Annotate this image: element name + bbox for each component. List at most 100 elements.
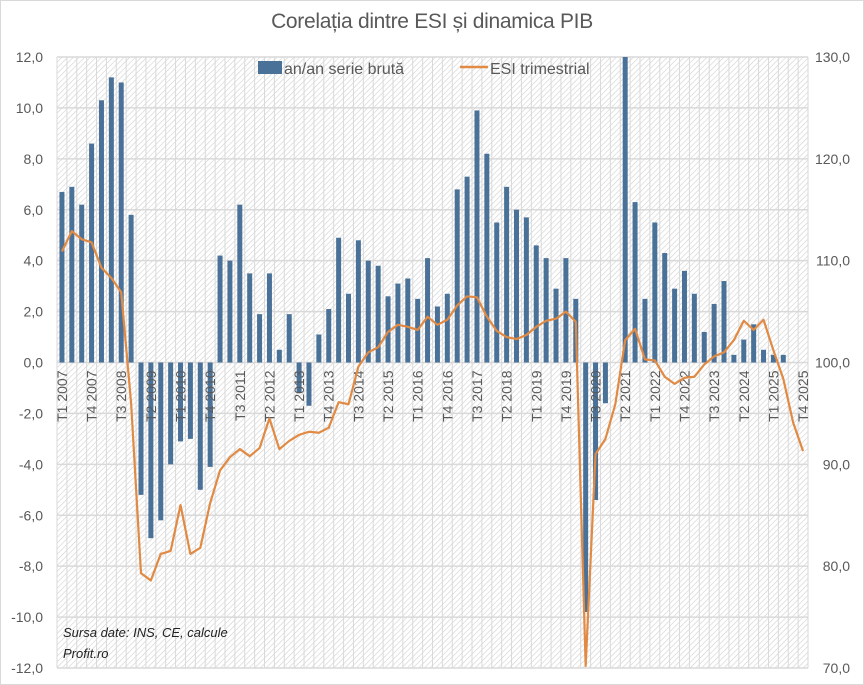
bar xyxy=(385,296,391,363)
x-tick-label: T3 2011 xyxy=(232,370,248,421)
gridlines xyxy=(56,56,809,669)
x-tick-label: T4 2025 xyxy=(795,370,811,422)
chart-title: Corelația dintre ESI și dinamica PIB xyxy=(271,10,593,33)
bar xyxy=(474,110,480,363)
source-note: Sursa date: INS, CE, calcule Profit.ro xyxy=(63,625,228,661)
x-tick-label: T3 2020 xyxy=(588,370,604,422)
x-tick-label: T1 2025 xyxy=(765,370,781,422)
bar xyxy=(217,255,223,363)
bar xyxy=(168,362,174,465)
bar xyxy=(701,331,707,363)
bar xyxy=(158,362,164,521)
y-left-tick-label: -8,0 xyxy=(19,558,43,574)
bar xyxy=(89,143,95,363)
bar xyxy=(346,293,352,363)
x-axis-labels: T1 2007 T4 2007 T3 2008 T2 2009 T1 2010 T4 20… xyxy=(54,370,811,422)
bar xyxy=(395,283,401,363)
x-tick-label: T2 2012 xyxy=(261,370,277,422)
source-line-2: Profit.ro xyxy=(63,646,109,661)
x-tick-label: T3 2023 xyxy=(706,370,722,422)
bar xyxy=(257,314,263,363)
bar xyxy=(721,281,727,363)
x-tick-label: T2 2009 xyxy=(143,370,159,422)
x-tick-label: T1 2007 xyxy=(54,370,70,422)
bar xyxy=(178,362,184,442)
bar xyxy=(434,306,440,363)
y-left-tick-label: -10,0 xyxy=(11,609,43,625)
y-right-tick-label: 70,0 xyxy=(823,660,850,676)
y-left-tick-label: -6,0 xyxy=(19,507,43,523)
y-left-tick-label: -12,0 xyxy=(11,660,43,676)
bar xyxy=(197,362,203,490)
bar-series xyxy=(59,57,786,612)
y-right-tick-label: 110,0 xyxy=(816,253,850,269)
bar xyxy=(602,362,608,404)
x-tick-label: T2 2018 xyxy=(499,370,515,422)
x-tick-label: T4 2013 xyxy=(321,370,337,422)
bar xyxy=(583,362,589,612)
bar xyxy=(523,217,529,363)
bar xyxy=(266,273,272,363)
y-left-tick-label: -4,0 xyxy=(19,456,43,472)
x-tick-label: T1 2022 xyxy=(647,370,663,422)
bar xyxy=(405,278,411,363)
bar xyxy=(642,298,648,363)
bar xyxy=(79,204,85,363)
bar xyxy=(326,309,332,363)
bar xyxy=(751,324,757,363)
bar xyxy=(504,186,510,363)
bar xyxy=(484,153,490,363)
bar xyxy=(69,186,75,363)
bar xyxy=(681,270,687,363)
bar xyxy=(118,82,124,363)
y-right-tick-label: 130,0 xyxy=(815,49,850,65)
x-tick-label: T1 2019 xyxy=(528,370,544,422)
y-right-tick-label: 120,0 xyxy=(815,151,850,167)
y-left-tick-label: 6,0 xyxy=(24,202,44,218)
bar xyxy=(662,253,668,363)
y-axis-right: 130,0 120,0 110,0 100,0 90,0 80,0 70,0 xyxy=(815,49,850,676)
bar xyxy=(731,354,737,363)
legend-line-label: ESI trimestrial xyxy=(490,61,590,78)
x-tick-label: T3 2008 xyxy=(113,370,129,422)
bar xyxy=(464,176,470,363)
bar xyxy=(247,273,253,363)
bar xyxy=(148,362,154,539)
y-right-tick-label: 90,0 xyxy=(823,456,850,472)
y-left-tick-label: -2,0 xyxy=(19,405,43,421)
x-tick-label: T3 2017 xyxy=(469,370,485,422)
source-line-1: Sursa date: INS, CE, calcule xyxy=(63,625,228,640)
y-left-tick-label: 4,0 xyxy=(24,253,44,269)
x-tick-label: T4 2016 xyxy=(439,370,455,422)
bar xyxy=(691,293,697,363)
bar xyxy=(761,349,767,363)
esi-line xyxy=(60,230,805,668)
y-right-tick-label: 80,0 xyxy=(823,558,850,574)
bar xyxy=(780,354,786,363)
bar xyxy=(375,265,381,363)
y-axis-left: 12,0 10,0 8,0 6,0 4,0 2,0 0,0 -2,0 -4,0 -6,0 -8,0 -… xyxy=(11,49,43,676)
x-tick-label: T4 2022 xyxy=(676,370,692,422)
legend: an/an serie brută ESI trimestrial xyxy=(258,61,590,78)
x-tick-label: T3 2014 xyxy=(350,370,366,422)
bar xyxy=(494,222,500,363)
bar xyxy=(711,303,717,363)
legend-bar-swatch xyxy=(258,61,282,74)
bar xyxy=(355,240,361,363)
y-left-tick-label: 8,0 xyxy=(24,151,44,167)
y-left-tick-label: 10,0 xyxy=(16,100,43,116)
bar xyxy=(553,288,559,363)
x-tick-label: T4 2007 xyxy=(84,370,100,422)
bar xyxy=(187,362,193,439)
bar xyxy=(316,334,322,363)
bar xyxy=(296,362,302,394)
x-tick-label: T2 2015 xyxy=(380,370,396,422)
bar xyxy=(444,293,450,363)
y-left-tick-label: 2,0 xyxy=(24,304,44,320)
bar xyxy=(227,260,233,363)
y-right-tick-label: 100,0 xyxy=(815,355,850,371)
x-tick-label: T2 2021 xyxy=(617,370,633,422)
bar xyxy=(128,214,134,363)
bar xyxy=(543,258,549,363)
bar xyxy=(138,362,144,495)
